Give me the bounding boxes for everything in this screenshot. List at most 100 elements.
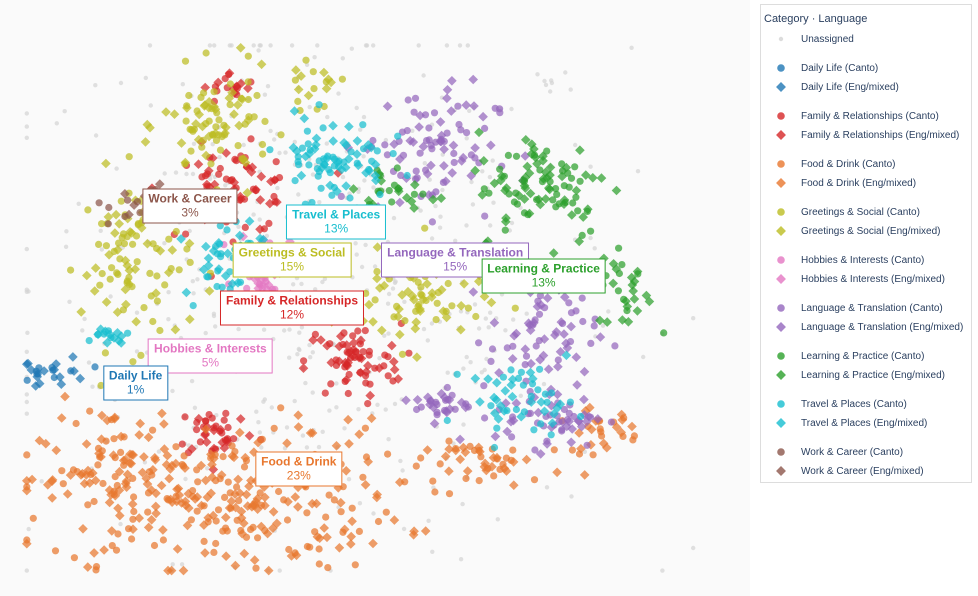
point-canto — [90, 497, 98, 506]
legend-item[interactable]: Language & Translation (Canto) — [761, 300, 943, 316]
point-eng-mixed — [136, 223, 147, 233]
point-canto — [84, 206, 92, 214]
cluster-label-work-career: Work & Career 3% — [142, 188, 238, 224]
point-unassigned — [362, 178, 367, 183]
point-canto — [493, 424, 501, 432]
point-canto — [411, 94, 420, 102]
point-canto — [326, 169, 334, 177]
legend-circle-marker — [777, 64, 785, 72]
legend-item[interactable]: Family & Relationships (Eng/mixed) — [761, 127, 959, 143]
point-unassigned — [444, 43, 450, 48]
point-unassigned — [208, 176, 213, 181]
point-eng-mixed — [237, 528, 248, 539]
point-canto — [285, 545, 293, 554]
scatter-plot[interactable] — [0, 0, 750, 596]
point-unassigned — [147, 43, 153, 48]
point-canto — [149, 240, 157, 248]
point-unassigned — [210, 142, 215, 147]
legend-item[interactable]: Greetings & Social (Eng/mixed) — [761, 223, 941, 239]
point-eng-mixed — [608, 278, 619, 289]
point-eng-mixed — [134, 430, 145, 440]
legend-item[interactable]: Travel & Places (Canto) — [761, 396, 907, 412]
point-canto — [428, 218, 436, 226]
point-eng-mixed — [227, 278, 238, 289]
point-eng-mixed — [409, 203, 419, 213]
point-eng-mixed — [128, 450, 139, 460]
legend-item[interactable]: Language & Translation (Eng/mixed) — [761, 319, 963, 335]
point-eng-mixed — [125, 227, 135, 237]
point-eng-mixed — [354, 352, 364, 363]
legend-item[interactable]: Work & Career (Canto) — [761, 444, 903, 460]
point-canto — [388, 198, 396, 206]
legend-item[interactable]: Food & Drink (Canto) — [761, 156, 895, 172]
point-canto — [583, 441, 591, 449]
point-unassigned — [291, 282, 296, 287]
point-eng-mixed — [151, 508, 161, 519]
legend-item[interactable]: Daily Life (Eng/mixed) — [761, 79, 899, 95]
point-canto — [23, 451, 31, 459]
point-canto — [98, 220, 106, 228]
point-unassigned — [327, 408, 332, 413]
point-unassigned — [465, 43, 470, 48]
point-canto — [535, 310, 544, 318]
legend-item[interactable]: Hobbies & Interests (Eng/mixed) — [761, 271, 945, 287]
point-canto — [445, 437, 453, 445]
plot-area[interactable] — [0, 0, 750, 596]
point-eng-mixed — [220, 128, 230, 138]
point-unassigned — [317, 200, 322, 205]
point-eng-mixed — [438, 306, 449, 317]
point-canto — [536, 365, 544, 373]
point-eng-mixed — [361, 367, 372, 377]
point-eng-mixed — [514, 190, 524, 201]
point-unassigned — [430, 549, 435, 554]
point-unassigned — [453, 238, 458, 243]
point-eng-mixed — [579, 366, 590, 377]
legend-item[interactable]: Food & Drink (Eng/mixed) — [761, 175, 916, 191]
point-canto — [611, 342, 619, 350]
point-eng-mixed — [311, 133, 322, 144]
point-canto — [265, 219, 273, 227]
point-canto — [106, 275, 114, 283]
legend-item[interactable]: Daily Life (Canto) — [761, 60, 878, 76]
point-canto — [303, 127, 311, 135]
legend-item[interactable]: Learning & Practice (Eng/mixed) — [761, 367, 945, 383]
point-canto — [571, 163, 579, 171]
point-unassigned — [629, 45, 634, 50]
point-eng-mixed — [623, 316, 634, 327]
point-eng-mixed — [382, 101, 393, 112]
point-eng-mixed — [293, 84, 304, 95]
point-unassigned — [265, 84, 271, 89]
legend-item[interactable]: Hobbies & Interests (Canto) — [761, 252, 924, 268]
point-eng-mixed — [405, 135, 416, 146]
legend-item[interactable]: Learning & Practice (Canto) — [761, 348, 924, 364]
point-eng-mixed — [235, 414, 246, 424]
point-eng-mixed — [468, 287, 479, 297]
point-canto — [324, 564, 332, 572]
point-eng-mixed — [51, 445, 62, 456]
cluster-label-name: Food & Drink — [261, 454, 337, 469]
point-canto — [530, 426, 538, 434]
point-eng-mixed — [556, 317, 567, 327]
point-unassigned — [445, 370, 450, 375]
legend-item[interactable]: Unassigned — [761, 31, 854, 47]
legend-item[interactable]: Work & Career (Eng/mixed) — [761, 463, 924, 479]
point-eng-mixed — [299, 113, 310, 124]
point-eng-mixed — [553, 361, 563, 372]
point-unassigned — [470, 202, 476, 207]
legend-circle-marker — [777, 112, 785, 120]
point-unassigned — [307, 104, 312, 110]
point-eng-mixed — [307, 498, 318, 509]
point-eng-mixed — [226, 496, 237, 507]
cluster-label-name: Greetings & Social — [238, 245, 346, 260]
point-canto — [361, 424, 369, 432]
point-canto — [187, 516, 195, 524]
point-canto — [373, 147, 381, 155]
legend-item[interactable]: Family & Relationships (Canto) — [761, 108, 939, 124]
legend-item[interactable]: Greetings & Social (Canto) — [761, 204, 920, 220]
point-eng-mixed — [461, 100, 472, 110]
point-eng-mixed — [485, 140, 496, 151]
legend-item[interactable]: Travel & Places (Eng/mixed) — [761, 415, 927, 431]
point-eng-mixed — [172, 484, 182, 495]
point-eng-mixed — [420, 526, 431, 536]
point-canto — [91, 363, 99, 371]
